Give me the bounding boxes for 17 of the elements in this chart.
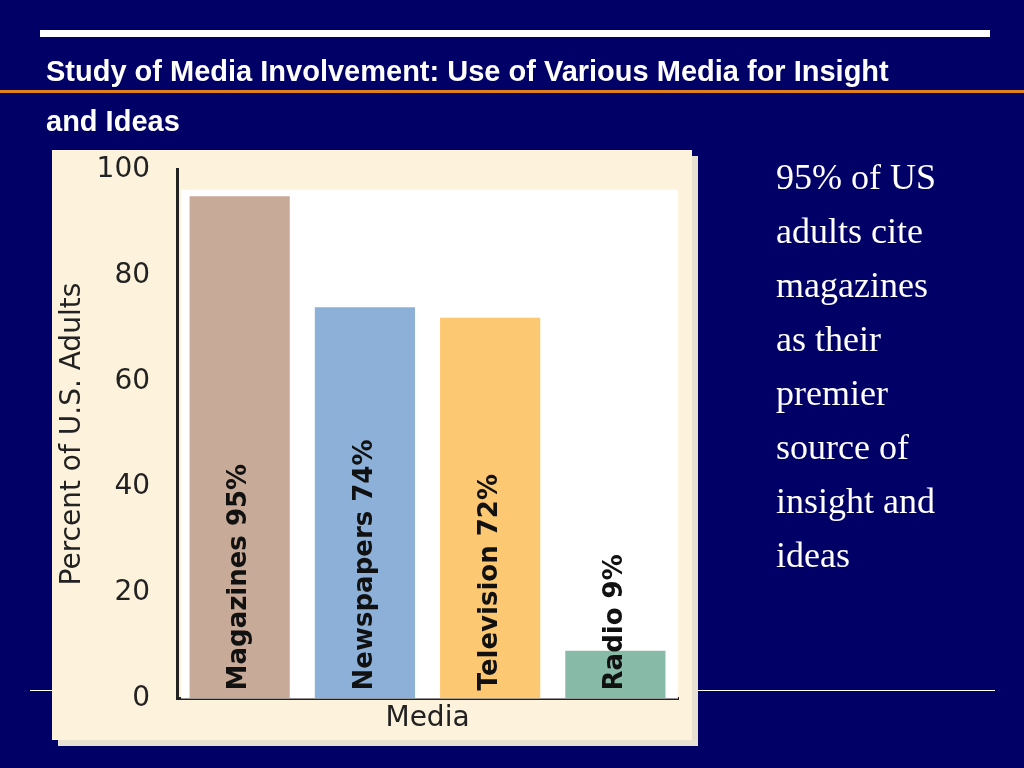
y-tick-label: 80 [114,256,151,290]
y-tick-label: 20 [114,573,151,607]
x-tick-label: Magazines 95% [222,463,253,691]
y-tick-label: 60 [114,362,151,396]
y-tick-label: 100 [96,151,151,185]
chart-title: Study of Media Involvement: Use of Various Media for Insight and Ideas [46,54,890,139]
x-tick-label: Newspapers 74% [347,439,378,691]
x-tick-label: Radio 9% [598,554,629,691]
bar [314,307,415,699]
text: 95% of US adults cite magazines as their premier source of insight and ideas [776,156,937,577]
y-tick-label: 0 [132,679,151,713]
x-axis-title: Media [385,700,470,734]
bar [440,317,541,699]
x-tick-label: Television 72% [472,474,503,691]
bar [189,196,290,699]
y-axis-title: Percent of U.S. Adults [54,282,88,586]
y-tick-label: 40 [114,468,151,502]
